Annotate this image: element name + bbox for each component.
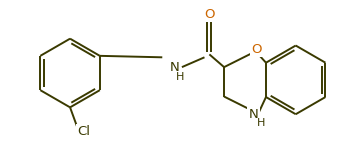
Text: H: H bbox=[176, 72, 184, 82]
Text: O: O bbox=[204, 8, 215, 21]
Text: N: N bbox=[249, 108, 258, 121]
Text: H: H bbox=[257, 118, 266, 128]
Text: O: O bbox=[251, 43, 262, 56]
Text: Cl: Cl bbox=[77, 125, 90, 138]
Text: N: N bbox=[170, 61, 180, 74]
